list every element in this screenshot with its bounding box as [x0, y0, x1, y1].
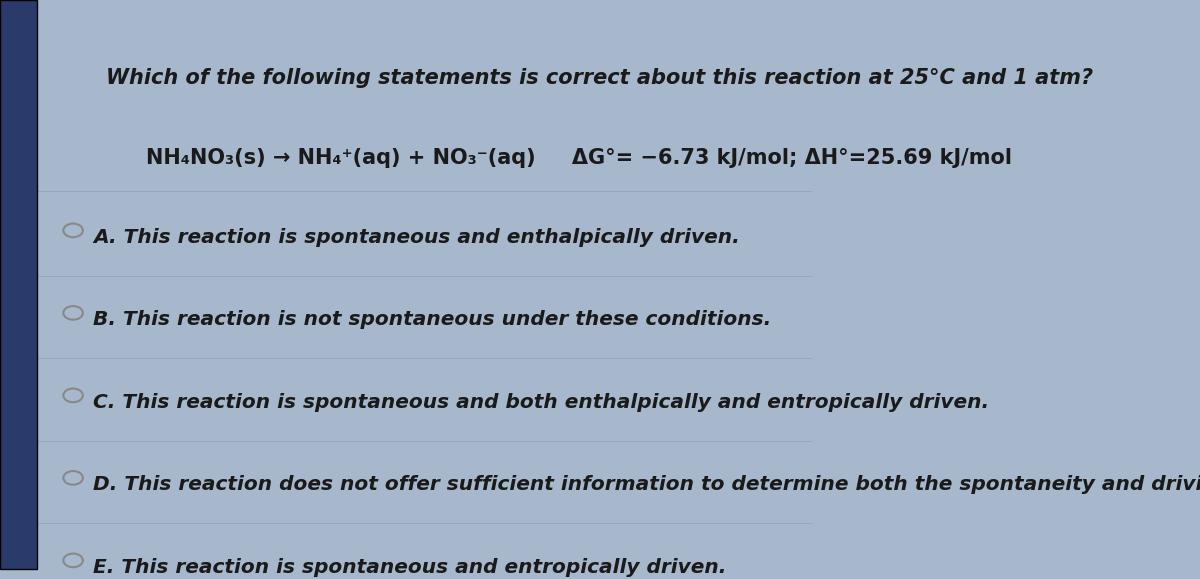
- Text: Which of the following statements is correct about this reaction at 25°C and 1 a: Which of the following statements is cor…: [106, 68, 1093, 88]
- Text: D. This reaction does not offer sufficient information to determine both the spo: D. This reaction does not offer sufficie…: [94, 475, 1200, 494]
- Text: C. This reaction is spontaneous and both enthalpically and entropically driven.: C. This reaction is spontaneous and both…: [94, 393, 990, 412]
- FancyBboxPatch shape: [0, 0, 36, 569]
- Text: NH₄NO₃(s) → NH₄⁺(aq) + NO₃⁻(aq)     ΔG°= −6.73 kJ/mol; ΔH°=25.69 kJ/mol: NH₄NO₃(s) → NH₄⁺(aq) + NO₃⁻(aq) ΔG°= −6.…: [146, 148, 1013, 168]
- Text: A. This reaction is spontaneous and enthalpically driven.: A. This reaction is spontaneous and enth…: [94, 228, 740, 247]
- Text: E. This reaction is spontaneous and entropically driven.: E. This reaction is spontaneous and entr…: [94, 558, 727, 577]
- Text: B. This reaction is not spontaneous under these conditions.: B. This reaction is not spontaneous unde…: [94, 310, 772, 329]
